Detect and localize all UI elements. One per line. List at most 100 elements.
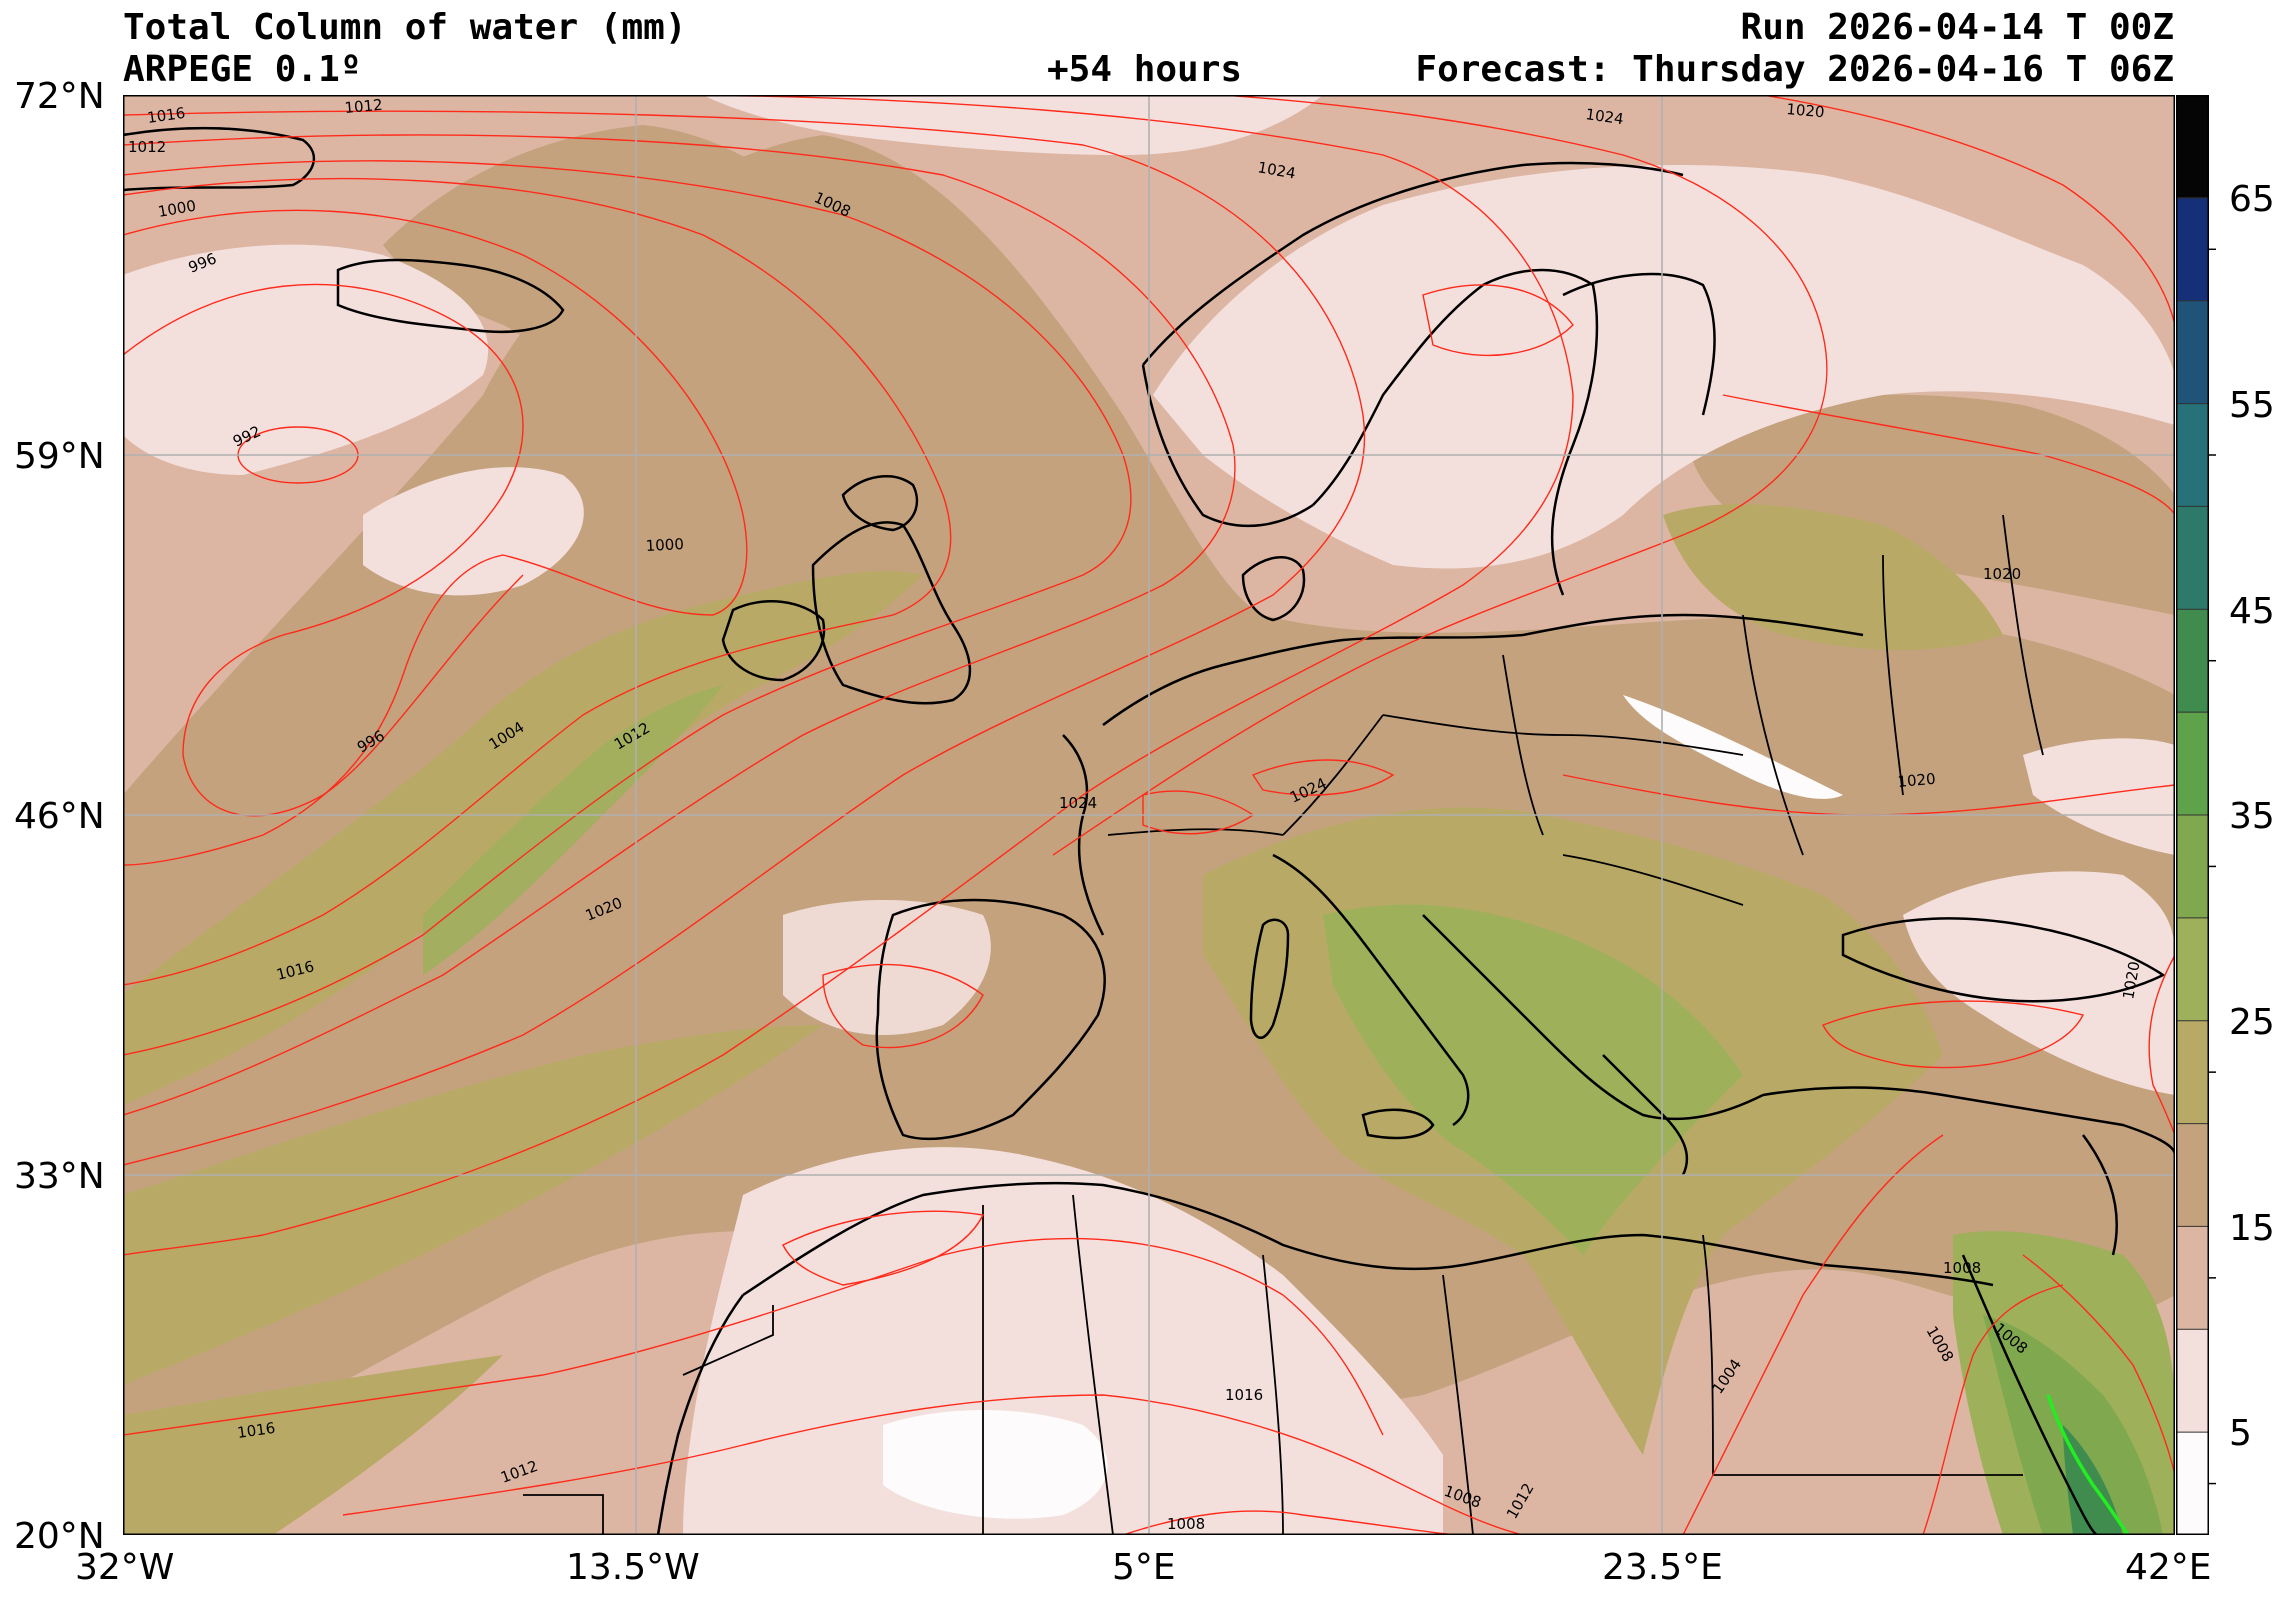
- field-moist-north: [383, 125, 883, 475]
- colorbar-tick-25: 25: [2229, 1002, 2275, 1043]
- isobar-label: 1012: [344, 96, 384, 117]
- colorbar-cell: [2176, 1123, 2208, 1227]
- isobar-1008-redsea-b: [2022, 1254, 2175, 1476]
- colorbar-cell: [2176, 815, 2208, 919]
- coast-africa-north: [742, 1181, 1994, 1297]
- coast-britain: [811, 521, 972, 705]
- coast-balkans: [1422, 914, 1764, 1121]
- colorbar-cell: [2176, 403, 2208, 507]
- coast-blacksea: [1841, 917, 2166, 1003]
- colorbar-tick-65: 65: [2229, 179, 2275, 220]
- colorbar-cell: [2176, 506, 2208, 610]
- coast-greece: [1602, 1054, 1689, 1176]
- coast-highlight: [2046, 1394, 2130, 1535]
- isobar-1008-south: [1122, 1510, 1464, 1535]
- lon-label-42e: 42°E: [2125, 1547, 2212, 1588]
- colorbar-tick-5: 5: [2229, 1413, 2252, 1454]
- coast-corsica-sardinia: [1249, 918, 1290, 1039]
- isobar-1016: [123, 110, 1366, 1166]
- field-dry-northeast: [2023, 738, 2175, 855]
- isobar-1008-redsea: [1922, 1284, 2064, 1535]
- isobar-topo-scand: [1422, 284, 1574, 357]
- lat-label-59n: 59°N: [14, 436, 105, 477]
- isobar-1016-south: [123, 1237, 1384, 1436]
- isobar-label: 1020: [1786, 100, 1826, 121]
- run-time: Run 2026-04-14 T 00Z: [1740, 7, 2174, 48]
- coast-sweden-baltic: [1312, 268, 1599, 596]
- isobar-1000: [123, 209, 748, 866]
- field-white-sahara: [883, 1410, 1108, 1519]
- colorbar-cell: [2176, 1329, 2208, 1433]
- colorbar-tick-35: 35: [2229, 796, 2275, 837]
- coast-redsea-west: [1961, 1254, 2099, 1535]
- lon-label-23-5e: 23.5°E: [1602, 1547, 1723, 1588]
- colorbar-cell: [2176, 712, 2208, 816]
- colorbar-tick-15: 15: [2229, 1208, 2275, 1249]
- isobar-1020-east: [1762, 95, 2175, 326]
- colorbar-cell: [2176, 1020, 2208, 1125]
- isobar-label: 1008: [1943, 1259, 1981, 1277]
- field-moist-east: [1683, 394, 2175, 615]
- coast-greenland: [123, 126, 315, 192]
- isobar-1004: [123, 177, 952, 986]
- coast-ireland: [721, 600, 826, 682]
- coast-finland: [1562, 272, 1716, 416]
- colorbar-cell: [2176, 197, 2208, 302]
- forecast-time: Forecast: Thursday 2026-04-16 T 06Z: [1415, 49, 2174, 90]
- coast-iberia: [875, 898, 1106, 1141]
- isobar-small-b: [1251, 759, 1395, 796]
- colorbar-cell: [2176, 300, 2208, 405]
- isobar-topo-turkey: [1822, 1000, 2085, 1069]
- field-dry-scandinavia: [1153, 165, 2175, 569]
- coast-turkey: [1762, 1086, 2175, 1156]
- coast-levant: [2081, 1134, 2118, 1256]
- country-borders: [523, 514, 2044, 1535]
- isobar-1020: [123, 95, 1574, 1256]
- coast-europe-north: [1102, 613, 1864, 727]
- lon-label-5e: 5°E: [1112, 1547, 1176, 1588]
- coast-morocco-west: [656, 1294, 745, 1535]
- coast-sicily: [1361, 1108, 1435, 1140]
- coast-norway: [1141, 161, 1684, 528]
- lat-label-20n: 20°N: [14, 1516, 105, 1557]
- field-atlantic-southwest: [123, 1355, 503, 1535]
- isobar-label: 1016: [1225, 1386, 1263, 1404]
- field-white-scand: [1623, 695, 1843, 799]
- lon-label-13-5w: 13.5°W: [566, 1547, 700, 1588]
- field-med-green: [1323, 904, 1743, 1255]
- colorbar-cells: [2176, 95, 2216, 1535]
- coast-italy: [1272, 853, 1470, 1127]
- field-dry-atlantic-mid: [363, 467, 584, 596]
- isobar-1020-east-b: [1722, 394, 2175, 516]
- colorbar-cell: [2176, 917, 2208, 1022]
- field-dry-sahara: [683, 1147, 1443, 1535]
- colorbar-tick-55: 55: [2229, 385, 2275, 426]
- graticule: [123, 95, 2175, 1535]
- model-name: ARPEGE 0.1º: [123, 49, 362, 90]
- isobar-label: 1016: [146, 104, 186, 127]
- isobar-label: 1020: [1983, 565, 2021, 583]
- map-title: Total Column of water (mm): [123, 7, 687, 48]
- lat-label-72n: 72°N: [14, 76, 105, 117]
- isobar-label: 1024: [1584, 105, 1624, 128]
- isobar-1012: [123, 134, 1236, 1116]
- lat-label-46n: 46°N: [14, 796, 105, 837]
- colorbar-cell: [2176, 1226, 2208, 1330]
- isobar-1024: [1052, 95, 1828, 856]
- lon-label-32w: 32°W: [75, 1547, 175, 1588]
- isobar-1004-east: [1682, 1134, 1944, 1535]
- colorbar-tick-45: 45: [2229, 591, 2275, 632]
- isobar-label: 1024: [1059, 794, 1097, 812]
- lead-time: +54 hours: [1047, 49, 1243, 90]
- isobar-1012-south: [342, 1394, 1524, 1535]
- isobar-1020-ne: [2148, 954, 2175, 1136]
- isobar-1008: [123, 160, 1132, 1056]
- isobar-label: 1016: [236, 1419, 276, 1442]
- field-redsea-green: [1983, 1315, 2163, 1535]
- colorbar-cell: [2176, 95, 2208, 199]
- colorbar-cell: [2176, 609, 2208, 713]
- isobar-label: 1020: [1897, 770, 1937, 791]
- isobar-label: 1008: [1167, 1515, 1205, 1533]
- field-dry-northpole: [703, 95, 1323, 155]
- colorbar-cell: [2176, 1432, 2208, 1535]
